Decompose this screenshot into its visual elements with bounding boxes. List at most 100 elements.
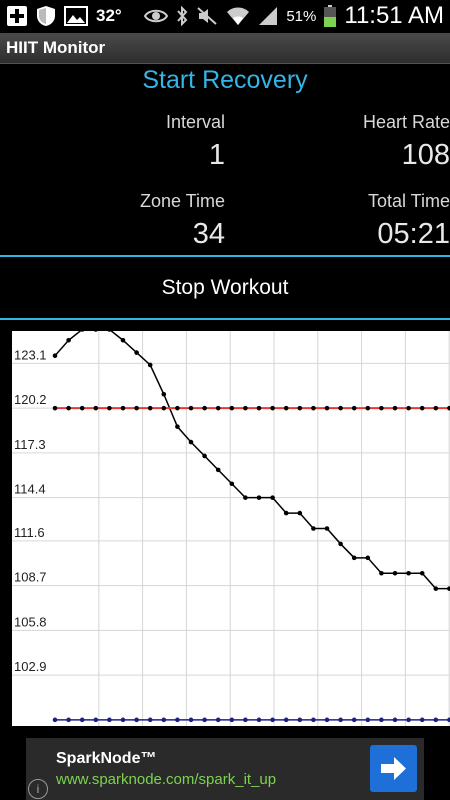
heart-rate-series-point: [229, 481, 235, 487]
target-threshold-series-point: [147, 405, 153, 411]
target-threshold-series-point: [311, 405, 316, 411]
mute-icon: [196, 6, 218, 26]
heart-rate-series-point: [188, 439, 194, 445]
signal-icon: [258, 6, 278, 26]
heart-rate-series-point: [147, 362, 153, 368]
heart-rate-series-point: [338, 541, 343, 547]
bluetooth-icon: [176, 6, 188, 26]
heart-rate-series-point: [107, 331, 112, 332]
baseline-series-point: [270, 717, 275, 723]
baseline-series-point: [392, 717, 398, 723]
target-threshold-series-point: [351, 405, 357, 411]
info-icon[interactable]: i: [28, 779, 48, 799]
y-tick-label: 111.6: [14, 525, 45, 540]
heart-rate-series-point: [202, 453, 207, 459]
stop-workout-button[interactable]: Stop Workout: [161, 276, 289, 299]
heart-rate-series-point: [175, 424, 180, 429]
target-threshold-series-point: [134, 405, 139, 411]
target-threshold-series-point: [270, 405, 275, 411]
heart-rate-series-point: [365, 555, 371, 561]
heart-rate-series-point: [215, 467, 221, 473]
start-recovery-button[interactable]: Start Recovery: [142, 66, 308, 94]
target-threshold-series-point: [229, 405, 235, 411]
heart-rate-series-point: [324, 526, 330, 531]
baseline-series-point: [447, 717, 450, 723]
target-threshold-series-point: [243, 405, 248, 411]
y-tick-label: 123.1: [14, 347, 47, 362]
ad-banner[interactable]: SparkNode™ www.sparknode.com/spark_it_up…: [26, 738, 424, 800]
target-threshold-series-point: [107, 405, 112, 411]
heart-rate-series-point: [379, 570, 384, 576]
baseline-series-point: [351, 717, 357, 723]
wifi-icon: [226, 6, 250, 26]
target-threshold-series-point: [338, 405, 343, 411]
battery-percent: 51%: [286, 7, 317, 25]
baseline-series-point: [175, 717, 180, 723]
baseline-series-point: [120, 717, 126, 723]
heart-rate-series-point: [351, 555, 357, 561]
heart-rate-series-line: [54, 331, 450, 590]
y-tick-label: 117.3: [14, 437, 46, 452]
zone-time-value: 34: [192, 218, 225, 250]
ad-url-link[interactable]: www.sparknode.com/spark_it_up: [56, 771, 277, 788]
heart-rate-series-point: [66, 337, 71, 343]
target-threshold-series-point: [324, 405, 330, 411]
eye-icon: [144, 8, 169, 24]
baseline-series-point: [324, 717, 330, 723]
baseline-series-point: [161, 717, 167, 723]
target-threshold-series-point: [161, 405, 167, 411]
target-threshold-series-point: [447, 405, 450, 411]
heart-rate-series-point: [283, 510, 289, 516]
total-time-value: 05:21: [377, 218, 450, 250]
total-time-label: Total Time: [367, 191, 450, 211]
interval-label: Interval: [165, 112, 225, 132]
baseline-series-point: [147, 717, 153, 723]
heart-rate-value: 108: [401, 139, 450, 171]
baseline-series-point: [134, 717, 139, 723]
app-title: HIIT Monitor: [6, 38, 106, 57]
baseline-series-point: [107, 717, 112, 723]
y-tick-label: 108.7: [14, 570, 47, 585]
target-threshold-series-point: [433, 405, 439, 411]
battery-icon: [324, 5, 337, 27]
heart-rate-series-point: [311, 526, 316, 531]
baseline-series-point: [406, 717, 411, 723]
target-threshold-series-point: [406, 405, 411, 411]
heart-rate-series-point: [243, 495, 248, 500]
target-threshold-series-point: [392, 405, 398, 411]
heart-rate-series-point: [406, 570, 411, 576]
heart-rate-series-point: [297, 510, 303, 516]
target-threshold-series-point: [215, 405, 221, 411]
zone-time-label: Zone Time: [139, 191, 225, 211]
baseline-series-point: [433, 717, 439, 723]
y-tick-label: 114.4: [14, 482, 46, 497]
target-threshold-series-point: [256, 405, 262, 411]
shield-icon: [36, 5, 56, 27]
baseline-series-point: [93, 717, 99, 723]
baseline-series-point: [243, 717, 248, 723]
target-threshold-series-point: [188, 405, 194, 411]
heart-rate-series-point: [392, 570, 398, 576]
baseline-series-point: [365, 717, 371, 723]
heart-rate-series-point: [270, 495, 275, 500]
target-threshold-series-point: [283, 405, 289, 411]
heart-rate-series-point: [120, 337, 126, 343]
target-threshold-series-point: [79, 405, 85, 411]
ad-title: SparkNode™: [56, 750, 157, 767]
arrow-right-icon: [381, 757, 406, 780]
app-title-bar: HIIT Monitor: [0, 33, 450, 64]
target-threshold-series-point: [175, 405, 180, 411]
baseline-series-point: [419, 717, 425, 723]
target-threshold-series-point: [120, 405, 126, 411]
y-tick-label: 105.8: [14, 614, 47, 629]
target-threshold-series-point: [52, 405, 58, 411]
heart-rate-series-point: [134, 350, 139, 355]
baseline-series-point: [202, 717, 207, 723]
baseline-series-point: [297, 717, 303, 723]
baseline-series-point: [188, 717, 194, 723]
ad-go-button[interactable]: [370, 745, 417, 792]
baseline-series-point: [52, 717, 58, 723]
heart-rate-series-point: [80, 331, 84, 332]
heart-rate-label: Heart Rate: [362, 112, 450, 132]
divider-top: [0, 255, 450, 257]
